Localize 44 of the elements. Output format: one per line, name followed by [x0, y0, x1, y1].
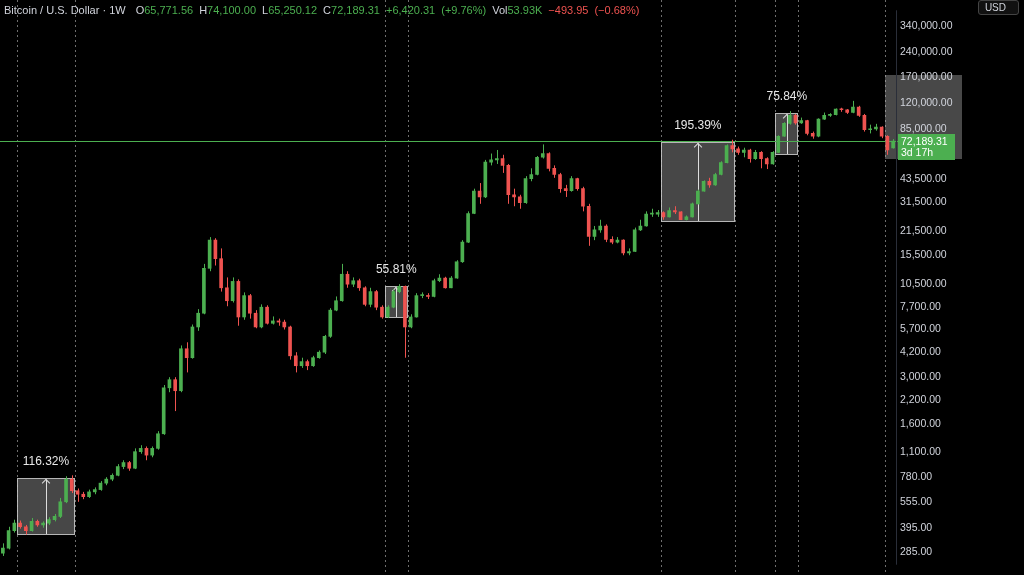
y-tick-label: 43,500.00	[900, 171, 947, 184]
annotation: 55.81%	[375, 261, 417, 276]
candlestick	[242, 291, 246, 321]
y-tick-label: 85,000.00	[900, 121, 947, 134]
candlestick	[196, 308, 200, 332]
text: USD	[977, 0, 1019, 15]
y-tick-label: 31,500.00	[900, 195, 947, 208]
candlestick	[225, 276, 229, 307]
y-tick-label: 780.00	[900, 470, 933, 483]
candlestick	[581, 186, 585, 212]
y-tick-label: 4,200.00	[900, 345, 942, 358]
chart-title: Bitcoin / U.S. Dollar · 1W	[4, 4, 126, 16]
text: 3d 17h	[901, 145, 934, 158]
candlestick	[64, 475, 68, 504]
candlestick	[472, 188, 476, 215]
y-tick-label: 7,700.00	[900, 300, 942, 313]
text: O65,771.56 H74,100.00 L65,250.12 C72,189.31 +6,420.31 (+9.76%) Vol53.93K −493.95 (−0.68%)	[135, 4, 640, 16]
y-tick-label: 5,700.00	[900, 322, 942, 335]
y-tick-label: 21,500.00	[900, 223, 947, 236]
y-tick-label: 555.00	[900, 495, 933, 508]
y-tick-label: 10,500.00	[900, 277, 947, 290]
annotation: 75.84%	[766, 89, 808, 104]
ref-line-label: 72,189.31	[901, 134, 949, 147]
y-tick-label: 120,000.00	[900, 96, 953, 109]
y-tick-label: 15,500.00	[900, 248, 947, 261]
y-tick-label: 285.00	[900, 544, 933, 557]
y-tick-label: 395.00	[900, 520, 933, 533]
candlestick	[173, 376, 178, 412]
annotation: 116.32%	[22, 454, 70, 469]
candlestick	[248, 293, 252, 320]
y-tick-label: 170,000.00	[900, 70, 953, 83]
candlestick	[156, 430, 160, 451]
candlestick	[293, 351, 298, 373]
candlestick	[362, 285, 367, 307]
y-tick-label: 2,200.00	[900, 393, 942, 406]
annotation: 195.39%	[674, 117, 722, 132]
y-tick-label: 3,000.00	[900, 370, 942, 383]
candlestick	[374, 289, 379, 311]
candlestick	[558, 172, 562, 194]
y-tick-label: 1,100.00	[900, 444, 942, 457]
y-tick-label: 240,000.00	[900, 44, 953, 57]
candlestick	[58, 497, 63, 519]
y-tick-label: 340,000.00	[900, 18, 953, 31]
y-tick-label: 1,600.00	[900, 416, 942, 429]
